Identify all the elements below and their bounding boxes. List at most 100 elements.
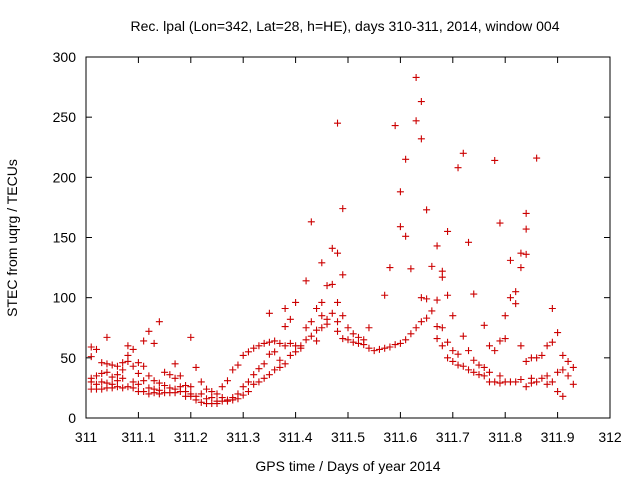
data-point — [559, 392, 567, 400]
y-tick-label: 100 — [53, 290, 77, 306]
data-point — [465, 347, 473, 355]
data-point — [239, 351, 247, 359]
plot-frame — [85, 56, 611, 419]
data-point — [213, 390, 221, 398]
data-point — [271, 366, 279, 374]
data-point — [522, 250, 530, 258]
data-point — [491, 378, 499, 386]
data-point — [344, 324, 352, 332]
data-point — [339, 205, 347, 213]
data-point — [339, 312, 347, 320]
data-point — [475, 371, 483, 379]
data-point — [512, 300, 520, 308]
data-point — [155, 318, 163, 326]
y-axis: 0 50 100 150 200 250 300 — [53, 49, 610, 426]
data-point — [417, 98, 425, 106]
data-point — [307, 332, 315, 340]
data-point — [208, 388, 216, 396]
data-point — [548, 338, 556, 346]
data-point — [129, 384, 137, 392]
data-point — [166, 371, 174, 379]
data-point — [92, 372, 100, 380]
data-point — [271, 348, 279, 356]
data-point — [396, 223, 404, 231]
data-point — [569, 380, 577, 388]
data-point — [470, 368, 478, 376]
y-tick-label: 300 — [53, 49, 77, 65]
data-point — [480, 372, 488, 380]
data-point — [265, 309, 273, 317]
data-point — [145, 384, 153, 392]
data-point — [223, 377, 231, 385]
data-point — [255, 342, 263, 350]
data-point — [108, 384, 116, 392]
data-point — [281, 342, 289, 350]
data-point — [313, 326, 321, 334]
data-point — [533, 378, 541, 386]
data-point — [386, 264, 394, 272]
data-point — [454, 350, 462, 358]
data-point — [161, 368, 169, 376]
data-point — [244, 378, 252, 386]
data-point — [543, 372, 551, 380]
data-point — [281, 323, 289, 331]
data-point — [265, 338, 273, 346]
data-point — [124, 383, 132, 391]
data-point — [407, 330, 415, 338]
y-tick-label: 0 — [68, 410, 76, 426]
data-point — [449, 347, 457, 355]
data-point — [271, 337, 279, 345]
data-point — [286, 315, 294, 323]
data-point — [438, 324, 446, 332]
data-point — [265, 350, 273, 358]
data-point — [444, 227, 452, 235]
data-point — [92, 345, 100, 353]
data-point — [417, 318, 425, 326]
data-point — [129, 362, 137, 370]
data-point — [98, 385, 106, 393]
data-point — [517, 375, 525, 383]
data-point — [433, 242, 441, 250]
data-point — [292, 348, 300, 356]
data-point — [302, 277, 310, 285]
data-point — [119, 366, 127, 374]
data-point — [470, 356, 478, 364]
data-point — [244, 348, 252, 356]
y-axis-label: STEC from uqrg / TECUs — [4, 159, 20, 317]
data-point — [129, 345, 137, 353]
data-point — [113, 383, 121, 391]
data-point — [365, 344, 373, 352]
data-point — [533, 354, 541, 362]
data-point — [501, 312, 509, 320]
data-point — [517, 249, 525, 257]
data-point — [234, 361, 242, 369]
data-point — [119, 384, 127, 392]
data-point — [318, 312, 326, 320]
data-point — [506, 256, 514, 264]
data-point — [375, 345, 383, 353]
data-point — [381, 344, 389, 352]
data-point — [323, 320, 331, 328]
data-point — [349, 330, 357, 338]
y-tick-label: 50 — [60, 350, 76, 366]
data-point — [229, 396, 237, 404]
data-point — [496, 379, 504, 387]
data-point — [501, 335, 509, 343]
data-point — [318, 324, 326, 332]
data-point — [522, 209, 530, 217]
data-point — [286, 351, 294, 359]
data-point — [512, 288, 520, 296]
data-point — [140, 388, 148, 396]
data-point — [559, 366, 567, 374]
x-tick-label: 311.8 — [488, 429, 522, 445]
x-tick-label: 311 — [75, 429, 98, 445]
data-point — [108, 361, 116, 369]
data-point — [527, 379, 535, 387]
chart-title: Rec. lpal (Lon=342, Lat=28, h=HE), days … — [131, 18, 560, 34]
data-point — [171, 389, 179, 397]
data-point — [491, 347, 499, 355]
data-point — [522, 383, 530, 391]
data-point — [223, 397, 231, 405]
data-point — [171, 360, 179, 368]
data-point — [250, 371, 258, 379]
